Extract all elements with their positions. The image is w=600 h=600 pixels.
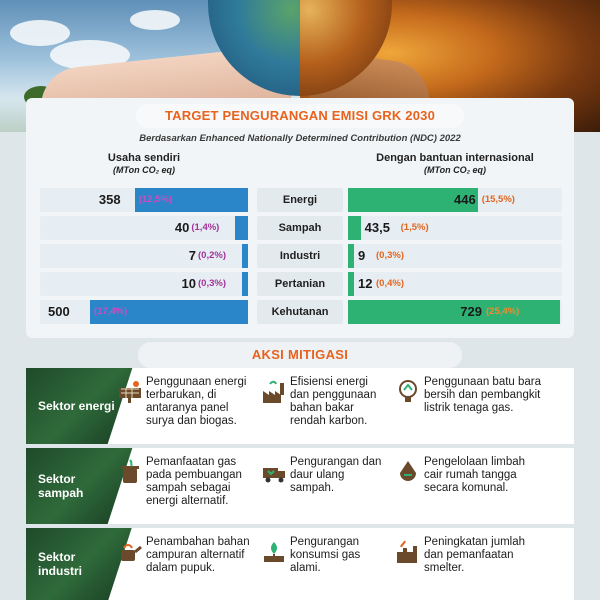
left-value: 40 xyxy=(174,220,190,235)
sector-label: Sektor sampah xyxy=(38,472,84,500)
right-bar xyxy=(348,272,354,296)
sector-row: Sektor industri Penambahan bahan campuran… xyxy=(26,528,574,600)
column-unit: (MTon CO₂ eq) xyxy=(112,165,176,175)
action-text: Penambahan bahan campuran alternatif dal… xyxy=(146,536,250,574)
right-bar xyxy=(348,300,560,324)
left-percent: (12,5%) xyxy=(138,194,173,205)
action-text: Penggunaan batu bara bersih dan pembangk… xyxy=(424,376,542,414)
left-cell xyxy=(40,272,248,296)
title-banner: TARGET PENGURANGAN EMISI GRK 2030 xyxy=(136,104,464,128)
solar-panel-icon xyxy=(116,378,144,406)
right-value: 12 xyxy=(358,276,373,291)
left-bar xyxy=(134,188,248,212)
left-cell xyxy=(40,216,248,240)
action-text: Pemanfaatan gas pada pembuangan sampah s… xyxy=(146,456,242,507)
action-text: Pengelolaan limbah cair rumah tangga sec… xyxy=(424,456,526,494)
cloud xyxy=(10,20,70,46)
left-value: 10 xyxy=(181,276,196,291)
category-label: Industri xyxy=(257,244,343,268)
action-text: Peningkatan jumlah dan pemanfaatan smelt… xyxy=(424,536,526,574)
sector-row: Sektor energi Penggunaan energi terbaruka… xyxy=(26,368,574,444)
sector-image: Sektor energi xyxy=(26,368,138,444)
right-percent: (25,4%) xyxy=(486,306,520,317)
right-bar xyxy=(348,244,354,268)
action-text: Pengurangan konsumsi gas alami. xyxy=(290,536,361,574)
gas-bin-icon xyxy=(116,458,144,486)
wastewater-icon xyxy=(394,458,422,486)
right-percent: (0,4%) xyxy=(376,278,404,289)
action-text: Pengurangan dan daur ulang sampah. xyxy=(290,456,382,494)
right-bar xyxy=(348,188,478,212)
left-percent: (1,4%) xyxy=(191,222,220,233)
factory-icon xyxy=(260,378,288,406)
subtitle: Berdasarkan Enhanced Nationally Determin… xyxy=(139,133,461,144)
category-label: Pertanian xyxy=(257,272,343,296)
column-title: Dengan bantuan internasional xyxy=(376,152,534,164)
action-text: Penggunaan energi terbarukan, di antaran… xyxy=(146,376,247,427)
column-header-left: Usaha sendiri (MTon CO₂ eq) xyxy=(40,152,248,175)
action-text: Efisiensi energi dan penggunaan bahan ba… xyxy=(290,376,377,427)
smelter-icon xyxy=(394,538,422,566)
recycle-bulb-icon xyxy=(394,378,422,406)
column-header-right: Dengan bantuan internasional (MTon CO₂ e… xyxy=(348,152,562,175)
cloud xyxy=(130,10,180,30)
gas-plant-icon xyxy=(260,538,288,566)
column-title: Usaha sendiri xyxy=(107,152,181,164)
right-percent: (0,3%) xyxy=(376,250,404,261)
left-percent: (17,4%) xyxy=(94,306,128,317)
right-cell xyxy=(348,216,562,240)
left-value: 358 xyxy=(98,192,121,207)
sector-row: Sektor sampah Pemanfaatan gas pada pembua… xyxy=(26,448,574,524)
right-percent: (15,5%) xyxy=(481,194,515,205)
category-label: Kehutanan xyxy=(257,300,343,324)
left-bar xyxy=(90,300,248,324)
category-label: Energi xyxy=(257,188,343,212)
left-bar xyxy=(242,272,248,296)
left-value: 7 xyxy=(188,248,196,263)
right-cell xyxy=(348,272,562,296)
aksi-title: AKSI MITIGASI xyxy=(138,342,462,368)
right-value: 446 xyxy=(454,192,476,207)
recycle-truck-icon xyxy=(260,458,288,486)
right-cell xyxy=(348,244,562,268)
column-unit: (MTon CO₂ eq) xyxy=(423,165,487,175)
page-title: TARGET PENGURANGAN EMISI GRK 2030 xyxy=(164,108,435,123)
left-bar xyxy=(242,244,248,268)
sector-label: Sektor energi xyxy=(38,399,115,413)
globe-image xyxy=(208,0,392,96)
right-value: 729 xyxy=(460,304,482,319)
left-percent: (0,3%) xyxy=(198,278,226,289)
right-value: 9 xyxy=(358,248,366,263)
right-value: 43,5 xyxy=(364,220,390,235)
sector-label: Sektor industri xyxy=(38,550,82,578)
left-value: 500 xyxy=(48,304,70,319)
right-bar xyxy=(348,216,361,240)
sector-image: Sektor sampah xyxy=(26,448,138,524)
left-percent: (0,2%) xyxy=(198,250,226,261)
right-percent: (1,5%) xyxy=(400,222,429,233)
category-label: Sampah xyxy=(257,216,343,240)
left-bar xyxy=(235,216,248,240)
sector-image: Sektor industri xyxy=(26,528,138,600)
left-cell xyxy=(40,244,248,268)
watering-can-icon xyxy=(116,538,144,566)
